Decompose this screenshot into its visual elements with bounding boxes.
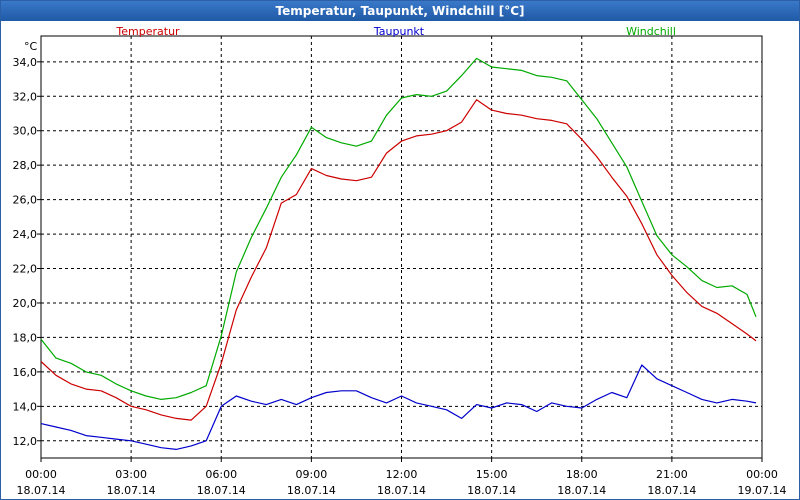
x-tick-time: 21:00 [656,468,688,481]
window-title: Temperatur, Taupunkt, Windchill [°C] [1,1,799,21]
legend-windchill: Windchill [626,25,676,38]
x-tick-time: 00:00 [746,468,778,481]
x-tick-time: 15:00 [476,468,508,481]
y-axis-unit: °C [24,40,38,53]
x-tick-time: 12:00 [386,468,418,481]
y-tick-label: 18,0 [13,331,38,344]
x-tick-date: 18.07.14 [377,484,426,497]
series-line-taupunkt [40,364,757,450]
x-tick-date: 18.07.14 [287,484,336,497]
x-tick-time: 03:00 [115,468,147,481]
series-line-windchill [40,57,757,400]
legend-taupunkt: Taupunkt [373,25,425,38]
x-tick-time: 18:00 [566,468,598,481]
x-tick-date: 18.07.14 [17,484,66,497]
y-tick-label: 22,0 [13,263,38,276]
y-tick-label: 20,0 [13,297,38,310]
y-tick-label: 30,0 [13,125,38,138]
x-tick-time: 09:00 [296,468,328,481]
x-tick-time: 00:00 [25,468,57,481]
y-tick-label: 24,0 [13,228,38,241]
legend-temperatur: Temperatur [115,25,180,38]
x-tick-date: 18.07.14 [107,484,156,497]
y-tick-label: 26,0 [13,194,38,207]
x-tick-date: 18.07.14 [197,484,246,497]
x-tick-date: 18.07.14 [557,484,606,497]
x-tick-date: 18.07.14 [467,484,516,497]
y-tick-label: 12,0 [13,435,38,448]
y-tick-label: 28,0 [13,159,38,172]
x-tick-date: 19.07.14 [738,484,787,497]
y-tick-label: 16,0 [13,366,38,379]
y-tick-label: 32,0 [13,90,38,103]
y-tick-label: 14,0 [13,400,38,413]
series-line-temperatur [40,99,757,421]
x-tick-time: 06:00 [205,468,237,481]
x-tick-date: 18.07.14 [647,484,696,497]
y-tick-label: 34,0 [13,56,38,69]
